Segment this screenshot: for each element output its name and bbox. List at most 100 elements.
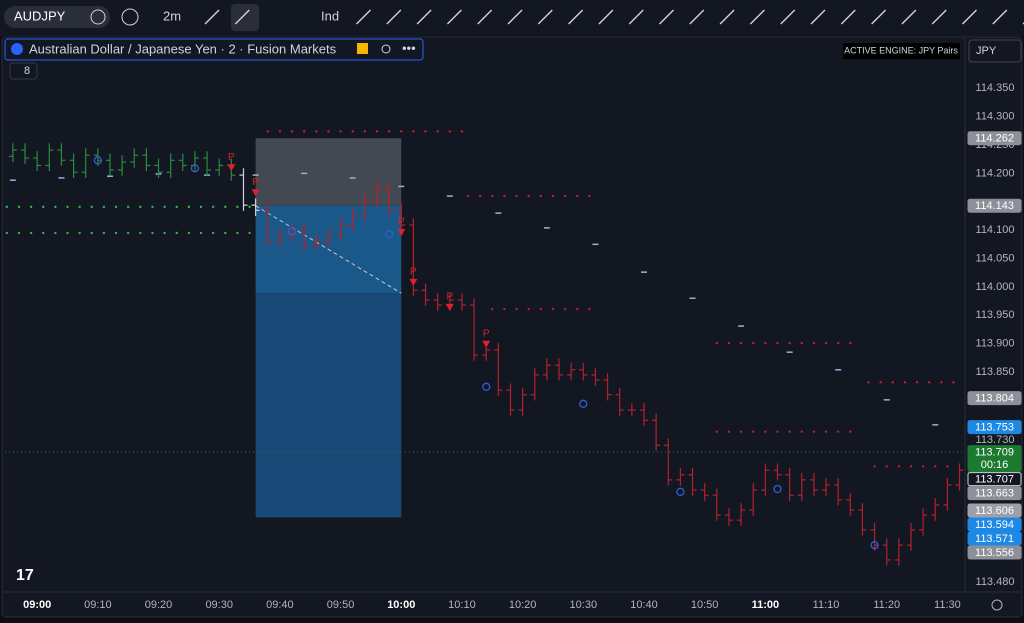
tool-icon[interactable] [840, 9, 856, 25]
indicators-toggle[interactable] [9, 62, 38, 80]
signal-label: P [398, 217, 405, 228]
tool-icon[interactable] [689, 9, 705, 25]
level-dot [224, 231, 227, 235]
level-dot [266, 130, 269, 133]
tool-icon[interactable] [507, 9, 523, 25]
settings-icon[interactable] [991, 599, 1003, 611]
level-dot [175, 205, 178, 209]
x-tick-label: 09:40 [266, 599, 294, 611]
level-dot [460, 130, 464, 133]
tool-icon[interactable] [446, 9, 462, 25]
level-dot [539, 307, 543, 311]
level-dot [727, 341, 731, 345]
tool-icon[interactable] [628, 9, 644, 25]
y-tick-label: 114.000 [976, 281, 1015, 293]
tool-icon[interactable] [901, 9, 917, 25]
plot: P P P P P P [5, 130, 964, 566]
level-dot [211, 205, 215, 209]
y-tick-label: 113.480 [976, 576, 1015, 588]
signal-arrow [251, 189, 260, 197]
signal-arrow [227, 164, 236, 172]
legend-box [4, 38, 424, 61]
price-tag [967, 198, 1022, 213]
tool-icon[interactable] [568, 9, 584, 25]
tool-icon[interactable] [749, 9, 765, 25]
level-dot [248, 231, 251, 235]
level-dot [42, 231, 45, 235]
level-dot [90, 231, 93, 235]
tool-icon[interactable] [719, 9, 735, 25]
price-tag [967, 545, 1022, 560]
level-dot [897, 465, 901, 468]
level-dot [151, 231, 154, 235]
price-tag [967, 131, 1022, 146]
tool-icon[interactable] [962, 9, 977, 25]
level-dot [576, 307, 579, 311]
logo: 17 [16, 567, 34, 584]
tool-icon[interactable] [386, 9, 402, 25]
level-dot [527, 194, 530, 198]
tool-icon[interactable] [780, 9, 796, 25]
currency-select[interactable] [968, 39, 1022, 63]
flag[interactable] [357, 43, 368, 54]
x-tick-label: 10:20 [509, 599, 537, 611]
price-tag [967, 391, 1022, 406]
more-icon[interactable]: ••• [402, 40, 416, 55]
tool-icon[interactable] [931, 9, 947, 25]
indicators[interactable]: Ind [321, 8, 339, 23]
level-dot [400, 130, 403, 133]
level-dot [903, 381, 907, 384]
tool-icon[interactable] [477, 9, 493, 25]
level-dot [5, 205, 9, 209]
level-dot [776, 430, 779, 433]
symbol-icon[interactable] [90, 9, 106, 25]
level-dot [563, 194, 567, 198]
tool-icon[interactable] [234, 9, 250, 25]
x-tick-label: 09:10 [84, 599, 112, 611]
interval[interactable]: 2m [163, 8, 181, 23]
price-tag-label: 113.556 [975, 547, 1014, 559]
level-dot [102, 231, 106, 235]
level-dot [375, 130, 379, 133]
link-icon[interactable] [381, 44, 391, 54]
pivot-marker [579, 399, 588, 408]
pivot-marker [870, 541, 879, 550]
tool-icon[interactable] [204, 9, 220, 25]
level-dot [412, 130, 415, 133]
level-dot [248, 205, 251, 209]
level-dot [739, 341, 743, 345]
level-dot [576, 194, 579, 198]
tool-icon[interactable] [810, 9, 826, 25]
add-symbol[interactable] [121, 8, 139, 26]
level-dot [139, 231, 142, 235]
x-tick-label: 09:50 [327, 599, 355, 611]
level-dot [824, 341, 828, 345]
chart-pane [1, 36, 1023, 618]
level-dot [752, 341, 755, 345]
tool-icon[interactable] [537, 9, 553, 25]
price-tag [967, 472, 1022, 487]
tool-icon[interactable] [416, 9, 432, 25]
level-dot [126, 205, 130, 209]
symbol-button[interactable] [4, 6, 110, 28]
symbol-logo [11, 43, 23, 55]
level-dot [491, 307, 494, 311]
bar-type-button[interactable] [231, 4, 259, 31]
tool-icon[interactable] [871, 9, 887, 25]
level-dot [715, 430, 719, 433]
tool-icon[interactable] [598, 9, 614, 25]
signal-arrow [397, 228, 406, 236]
price-tag [967, 445, 1022, 473]
level-dot [29, 205, 33, 209]
tool-icon[interactable] [992, 9, 1008, 25]
level-dot [551, 307, 555, 311]
price-tag-label: 113.709 [975, 446, 1014, 458]
tool-icon[interactable] [659, 9, 674, 25]
level-dot [739, 430, 743, 433]
level-dot [17, 231, 21, 235]
level-dot [921, 465, 925, 468]
level-dot [163, 205, 166, 209]
level-dot [436, 130, 439, 133]
tool-icon[interactable] [356, 9, 371, 25]
price-tag-countdown: 00:16 [981, 459, 1009, 471]
